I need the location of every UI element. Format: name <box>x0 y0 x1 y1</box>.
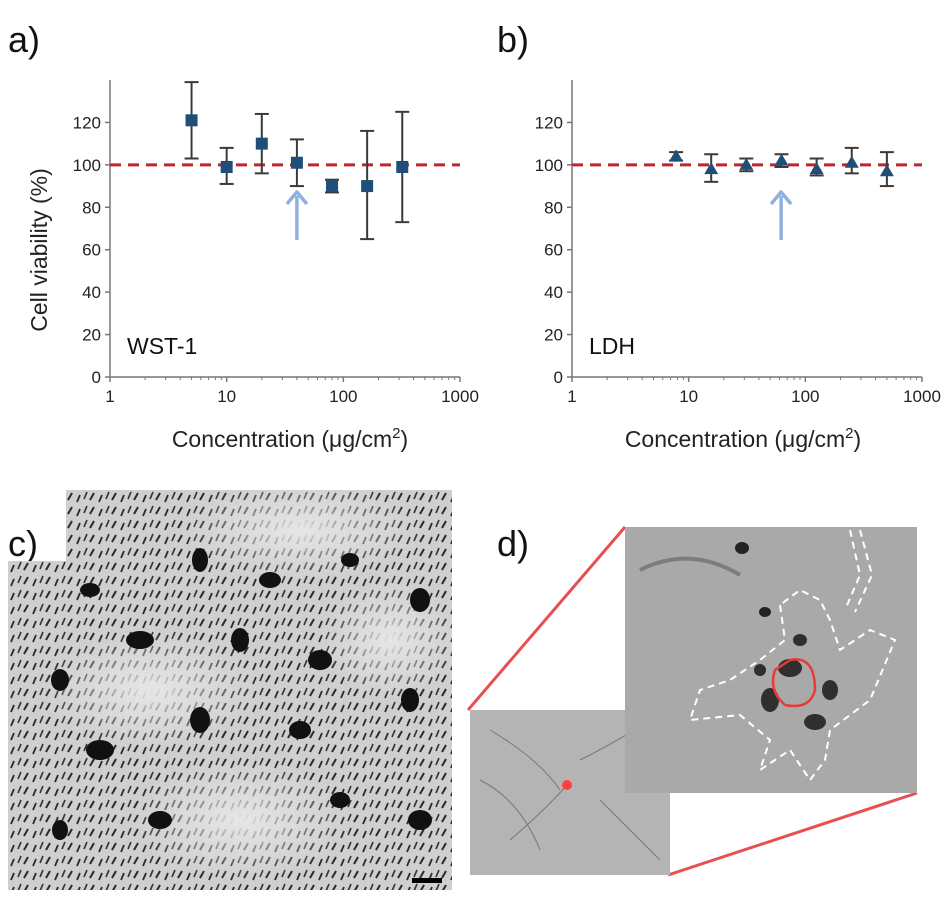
panel-label-c: c) <box>8 523 38 564</box>
data-point <box>879 164 894 177</box>
x-tick-label: 10 <box>217 387 236 406</box>
y-tick-label: 80 <box>544 198 563 217</box>
data-point <box>669 149 684 162</box>
scale-bar <box>412 878 442 883</box>
arrow-head <box>285 190 309 206</box>
panel-label-a: a) <box>8 19 40 60</box>
zoom-line-top <box>466 526 627 711</box>
x-tick-label: 1 <box>105 387 114 406</box>
x-tick-label: 100 <box>791 387 819 406</box>
data-point <box>844 155 859 168</box>
assay-label: LDH <box>589 333 635 359</box>
data-point <box>361 180 374 193</box>
x-tick-label: 1000 <box>441 387 479 406</box>
y-tick-label: 60 <box>82 241 101 260</box>
y-tick-label: 20 <box>82 326 101 345</box>
y-tick-label: 0 <box>92 368 101 387</box>
data-point <box>774 153 789 166</box>
data-point <box>290 156 303 169</box>
y-tick-label: 100 <box>535 156 563 175</box>
data-point <box>255 137 268 150</box>
y-tick-label: 20 <box>544 326 563 345</box>
micrograph-c <box>8 490 452 890</box>
panel-label-b: b) <box>497 19 529 60</box>
y-tick-label: 60 <box>544 241 563 260</box>
cell-outline <box>688 588 897 782</box>
micrograph-d <box>466 526 918 877</box>
data-point <box>326 180 339 193</box>
y-tick-label: 40 <box>82 283 101 302</box>
x-tick-label: 100 <box>329 387 357 406</box>
data-point <box>185 114 198 127</box>
y-axis-title: Cell viability (%) <box>26 168 52 332</box>
zoomed-image <box>625 527 917 793</box>
x-tick-label: 1 <box>567 387 576 406</box>
x-tick-label: 1000 <box>903 387 941 406</box>
x-axis-title: Concentration (μg/cm2) <box>625 425 861 452</box>
y-tick-label: 120 <box>73 113 101 132</box>
data-point <box>220 160 233 173</box>
zoom-line-bottom <box>667 791 918 877</box>
y-tick-label: 120 <box>535 113 563 132</box>
y-tick-label: 100 <box>73 156 101 175</box>
process-outline <box>844 529 874 613</box>
arrow-head <box>769 190 793 206</box>
assay-label: WST-1 <box>127 333 197 359</box>
y-tick-label: 80 <box>82 198 101 217</box>
x-tick-label: 10 <box>679 387 698 406</box>
y-tick-label: 40 <box>544 283 563 302</box>
data-point <box>739 157 754 170</box>
selected-cell-marker <box>562 780 572 790</box>
x-axis-title: Concentration (μg/cm2) <box>172 425 408 452</box>
y-tick-label: 0 <box>554 368 563 387</box>
data-point <box>396 160 409 173</box>
panel-label-d: d) <box>497 523 529 564</box>
nucleus-outline <box>771 658 817 708</box>
data-point <box>704 162 719 175</box>
data-point <box>809 162 824 175</box>
